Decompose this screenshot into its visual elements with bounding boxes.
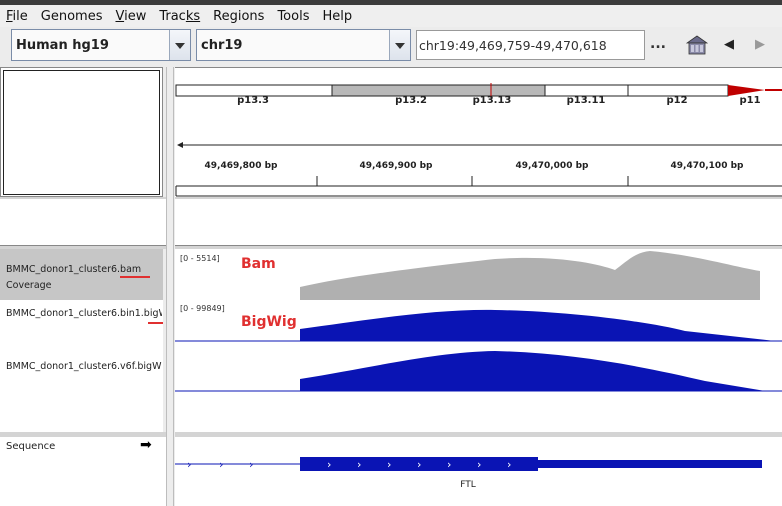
track-name-panel: BMMC_donor1_cluster6.bam Coverage BMMC_d…	[0, 249, 163, 432]
chevron-down-icon[interactable]	[169, 30, 190, 60]
menu-bar: File Genomes View Tracks Regions Tools H…	[0, 5, 782, 27]
band-label: p13.2	[395, 95, 427, 106]
bigwig-annotation: BigWig	[241, 314, 297, 330]
forward-arrow-icon[interactable]: ▶	[755, 37, 765, 52]
bam-track-name[interactable]: BMMC_donor1_cluster6.bam Coverage	[6, 264, 142, 291]
band-label: p13.11	[566, 95, 606, 106]
svg-text:›: ›	[507, 458, 511, 471]
bigwig1-coverage-area	[300, 309, 775, 341]
svg-text:›: ›	[327, 458, 331, 471]
ruler-tick-label: 49,470,000 bp	[515, 161, 589, 171]
bigwig1-range-label: [0 - 99849]	[180, 304, 225, 313]
more-button[interactable]: ...	[650, 36, 666, 52]
band-label: p12	[666, 95, 688, 106]
bam-annotation: Bam	[241, 256, 276, 272]
panel-separator	[0, 246, 166, 249]
gene-model[interactable]: › › › › › › › › › ›	[175, 437, 782, 506]
toolbar: Human hg19 chr19 chr19:49,469,759-49,470…	[0, 27, 782, 65]
bam-coverage-area	[300, 251, 760, 300]
panel-separator	[0, 432, 166, 437]
back-arrow-icon[interactable]: ◀	[724, 37, 734, 52]
sequence-label: Sequence	[6, 441, 56, 452]
bigwig2-track-name[interactable]: BMMC_donor1_cluster6.v6f.bigWig	[6, 361, 162, 372]
menu-genomes[interactable]: Genomes	[40, 8, 103, 24]
menu-help[interactable]: Help	[322, 8, 353, 24]
menu-regions[interactable]: Regions	[213, 8, 265, 24]
genome-value: Human hg19	[16, 38, 109, 53]
header-box	[3, 70, 160, 195]
panel-divider[interactable]	[166, 67, 174, 506]
band-label: p13.3	[237, 95, 269, 106]
svg-text:›: ›	[447, 458, 451, 471]
svg-text:›: ›	[219, 458, 223, 471]
ruler-tick-label: 49,469,800 bp	[204, 161, 278, 171]
strand-arrow-icon[interactable]: ➡	[140, 437, 152, 453]
annotation-underline	[148, 322, 163, 324]
ruler-panel: p13.3 p13.2 p13.13 p13.11 p12 p11 49,469…	[175, 67, 782, 197]
locus-input[interactable]: chr19:49,469,759-49,470,618	[416, 30, 645, 60]
chevron-down-icon[interactable]	[389, 30, 410, 60]
gene-name-label[interactable]: FTL	[460, 480, 476, 490]
menu-view[interactable]: View	[115, 8, 147, 24]
panel-separator	[175, 246, 782, 249]
bigwig1-track-name[interactable]: BMMC_donor1_cluster6.bin1.bigWig	[6, 308, 162, 319]
bam-range-label: [0 - 5514]	[180, 254, 220, 263]
panel-separator	[175, 432, 782, 437]
name-panel-header	[0, 67, 163, 197]
chromosome-selector[interactable]: chr19	[196, 29, 411, 61]
title-strip	[0, 0, 782, 5]
band-label: p11	[739, 95, 761, 106]
svg-text:›: ›	[387, 458, 391, 471]
menu-file[interactable]: File	[6, 8, 28, 24]
svg-text:›: ›	[187, 458, 191, 471]
ruler-tick-label: 49,470,100 bp	[670, 161, 744, 171]
sequence-name-panel: Sequence ➡	[0, 437, 166, 506]
band-label: p13.13	[472, 95, 512, 106]
gene-panel: › › › › › › › › › › FTL	[175, 437, 782, 506]
empty-data-panel	[175, 199, 782, 246]
bigwig2-coverage-area	[300, 351, 765, 391]
menu-tracks[interactable]: Tracks	[159, 8, 201, 24]
empty-name-panel	[0, 199, 166, 246]
chromosome-ideogram[interactable]	[175, 68, 782, 198]
annotation-underline	[120, 276, 150, 278]
svg-text:›: ›	[417, 458, 421, 471]
chromosome-value: chr19	[201, 38, 243, 53]
track-data-panel: [0 - 5514] Bam [0 - 99849] BigWig	[175, 249, 782, 432]
genome-selector[interactable]: Human hg19	[11, 29, 191, 61]
ruler-tick-label: 49,469,900 bp	[359, 161, 433, 171]
svg-text:›: ›	[249, 458, 253, 471]
home-icon[interactable]	[686, 35, 708, 55]
svg-text:›: ›	[357, 458, 361, 471]
selected-track-row[interactable]	[0, 249, 163, 300]
svg-text:›: ›	[477, 458, 481, 471]
coverage-plots[interactable]	[175, 249, 782, 432]
menu-tools[interactable]: Tools	[277, 8, 310, 24]
